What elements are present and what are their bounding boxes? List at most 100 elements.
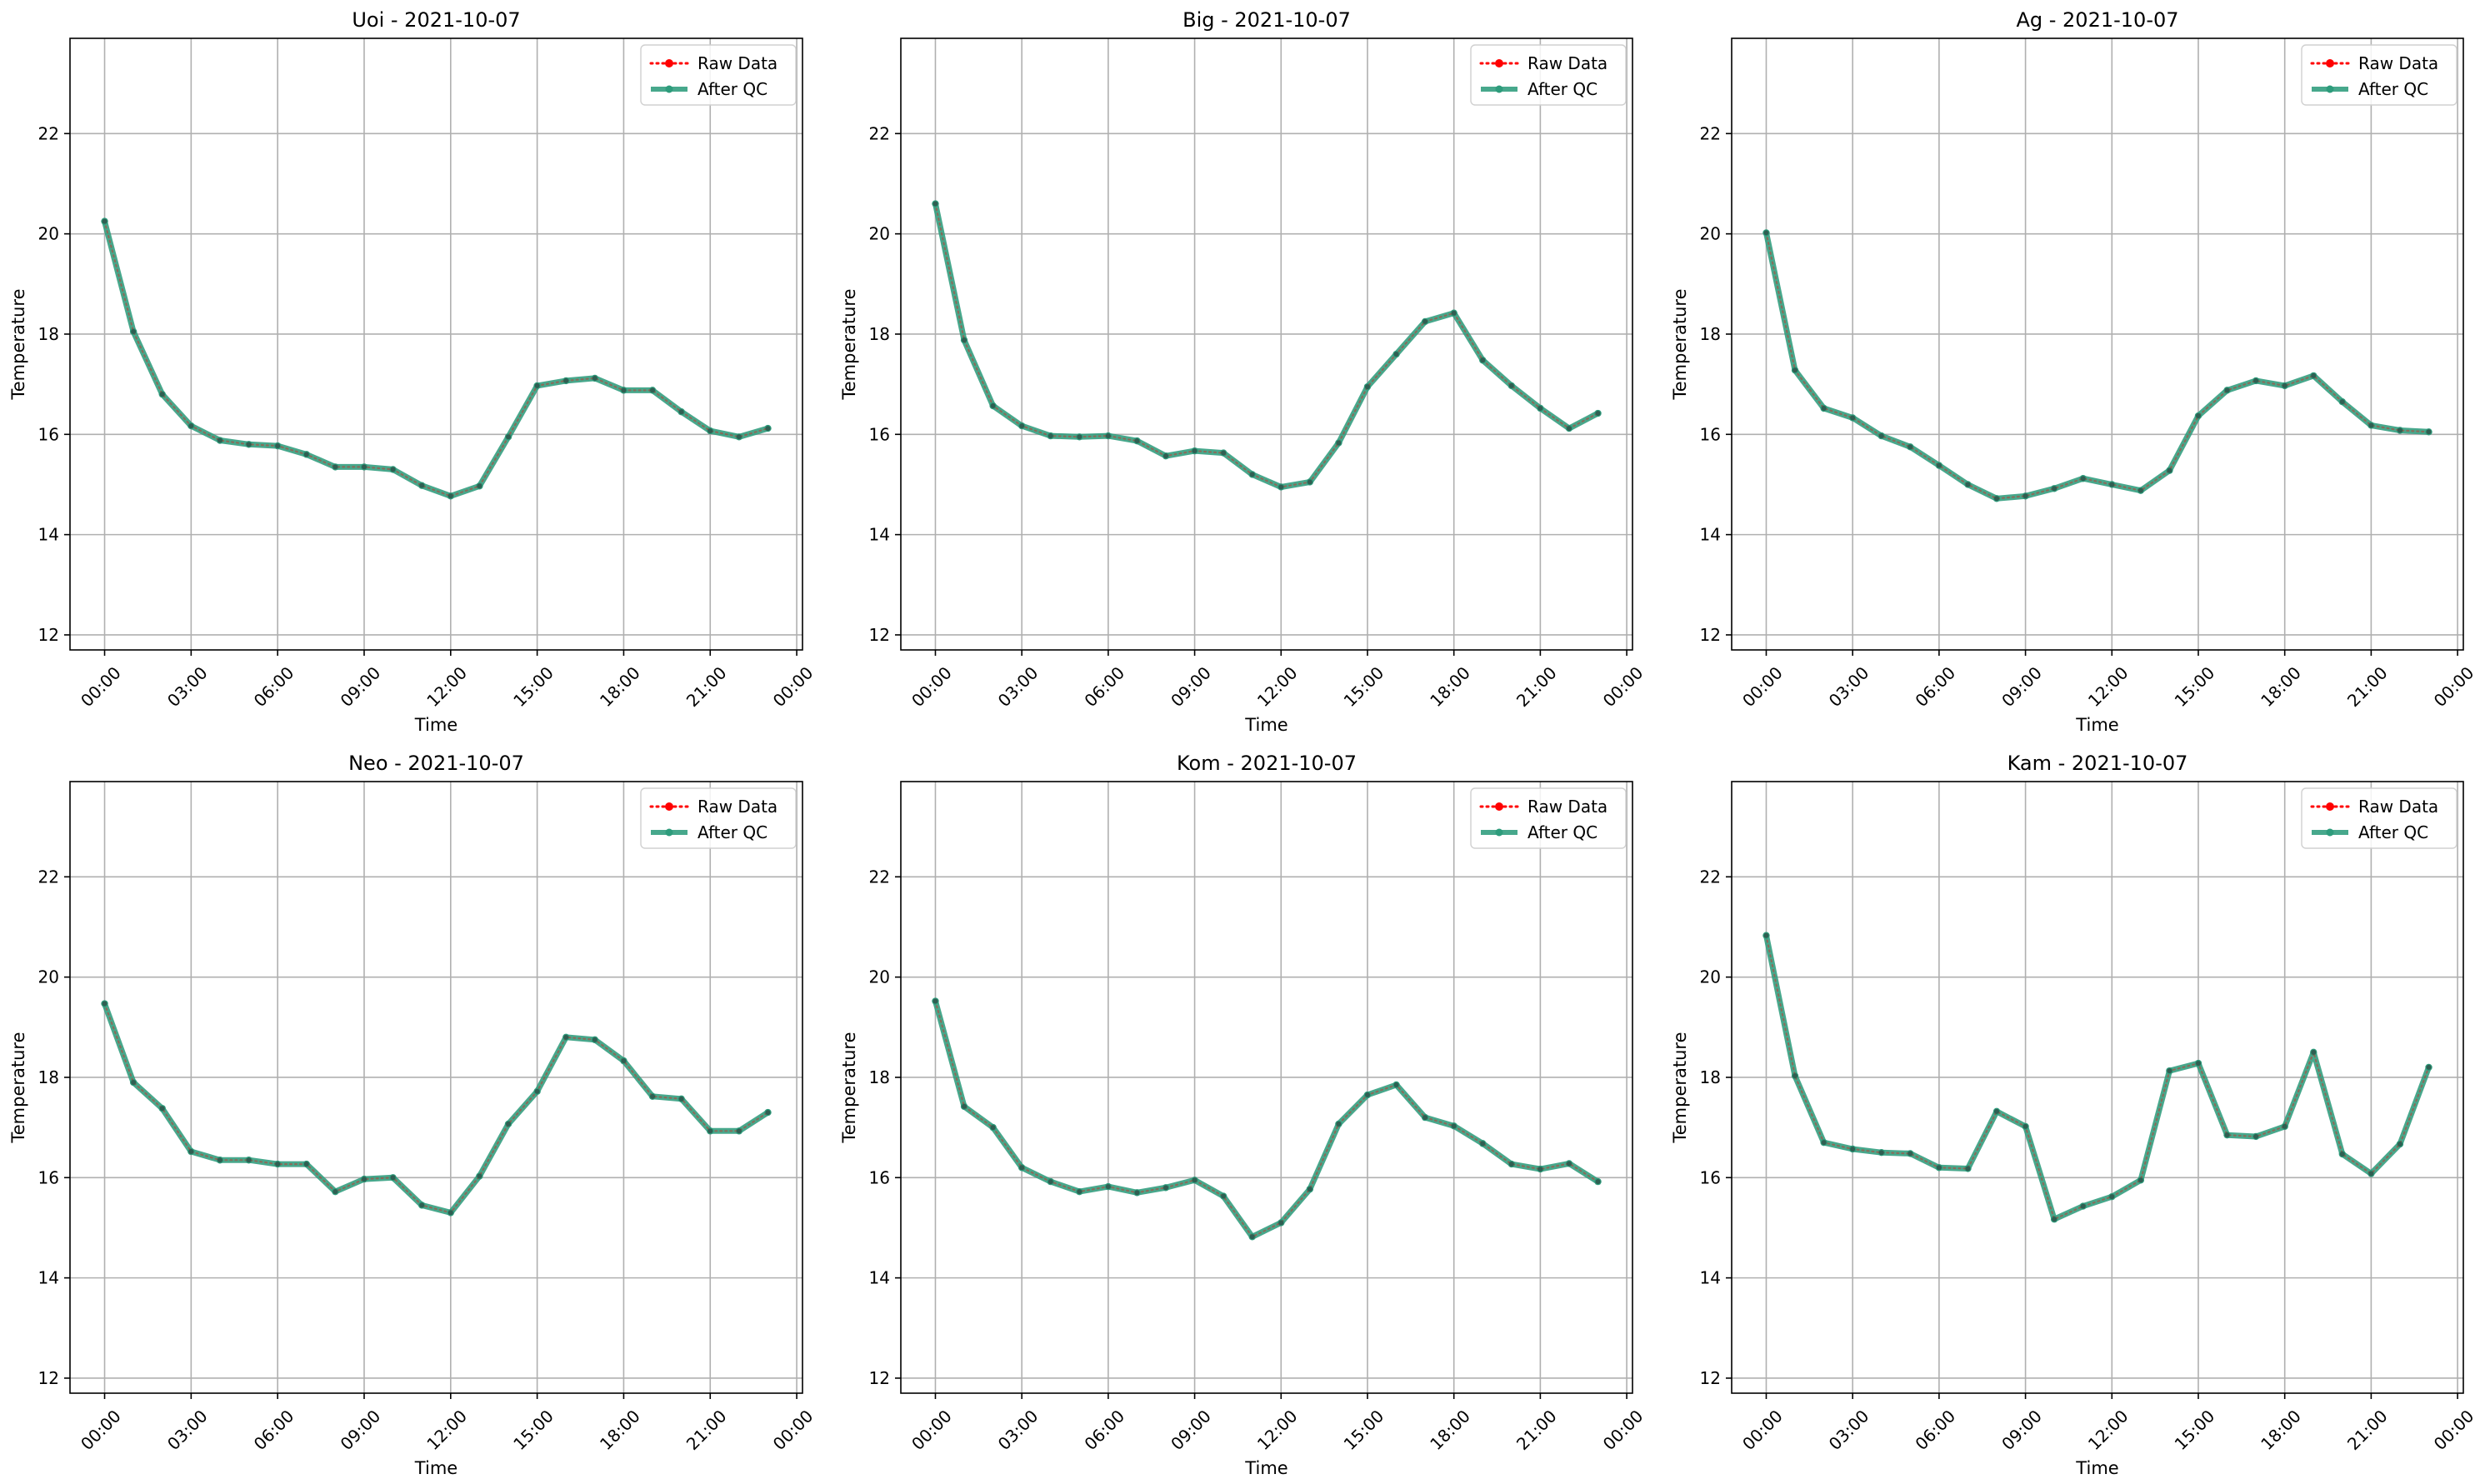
- data-point-raw-data: [477, 1173, 482, 1179]
- data-point-raw-data: [506, 434, 512, 440]
- series-line-after-qc: [102, 218, 771, 499]
- series-line-raw-data: [934, 202, 1599, 488]
- data-point-raw-data: [390, 1175, 396, 1181]
- y-axis-label: Temperature: [839, 288, 859, 400]
- data-point-raw-data: [2397, 1141, 2402, 1147]
- data-point-raw-data: [332, 1189, 338, 1195]
- data-point-raw-data: [2426, 429, 2432, 435]
- data-point-raw-data: [506, 1121, 512, 1127]
- x-tick-label: 09:00: [1167, 1406, 1215, 1454]
- x-tick-label: 21:00: [2343, 662, 2392, 711]
- legend-label-raw-data: Raw Data: [1528, 797, 1608, 817]
- x-tick-label: 09:00: [337, 662, 385, 711]
- data-point-raw-data: [1480, 357, 1486, 363]
- x-axis-label: Time: [414, 1458, 458, 1478]
- data-point-raw-data: [1221, 1193, 1227, 1199]
- data-point-raw-data: [217, 437, 222, 443]
- y-tick-label: 18: [38, 1067, 59, 1087]
- x-tick-label: 00:00: [1599, 1406, 1648, 1454]
- x-tick-label: 03:00: [163, 662, 212, 711]
- x-tick-label: 09:00: [337, 1406, 385, 1454]
- y-tick-label: 12: [1700, 625, 1721, 645]
- data-point-raw-data: [419, 1202, 425, 1208]
- data-point-raw-data: [932, 201, 938, 207]
- chart-title: Kom - 2021-10-07: [1177, 752, 1357, 775]
- x-axis-label: Time: [2075, 1458, 2118, 1478]
- y-tick-label: 16: [869, 424, 890, 444]
- data-point-raw-data: [2224, 387, 2230, 393]
- grid: [901, 38, 1632, 650]
- x-axis: 00:00 03:00 06:00 09:00 12:00 15:00 18:00 21:00…: [908, 1393, 1647, 1454]
- data-point-raw-data: [650, 387, 656, 393]
- y-tick-label: 18: [869, 1067, 890, 1087]
- x-tick-label: 00:00: [2430, 1406, 2478, 1454]
- data-point-raw-data: [1192, 1177, 1198, 1183]
- data-point-raw-data: [1163, 1185, 1169, 1191]
- data-point-raw-data: [990, 403, 996, 409]
- x-tick-label: 18:00: [596, 662, 644, 711]
- data-point-raw-data: [678, 1096, 684, 1102]
- series-line-after-qc: [102, 1001, 771, 1216]
- data-point-raw-data: [188, 423, 194, 429]
- data-point-raw-data: [2052, 1217, 2058, 1222]
- y-tick-label: 20: [869, 967, 890, 987]
- data-point-raw-data: [1192, 448, 1198, 454]
- y-tick-label: 16: [38, 424, 59, 444]
- x-tick-label: 00:00: [769, 1406, 818, 1454]
- data-point-raw-data: [159, 392, 165, 397]
- data-point-raw-data: [2282, 1123, 2288, 1129]
- legend-label-after-qc: After QC: [1528, 79, 1598, 99]
- y-tick-label: 12: [38, 625, 59, 645]
- x-tick-label: 15:00: [1340, 662, 1388, 711]
- axes-frame: [69, 781, 803, 1394]
- data-point-raw-data: [1077, 1189, 1082, 1195]
- data-point-raw-data: [1307, 479, 1312, 485]
- chart-panel: 12 14 16 18 20 22 00:00 03:00 06:00 09:00 12:00 15:…: [1670, 752, 2478, 1478]
- data-point-raw-data: [2138, 487, 2143, 493]
- axes-frame: [900, 37, 1633, 651]
- y-axis: 12 14 16 18 20 22: [1700, 867, 1732, 1388]
- data-point-raw-data: [217, 1157, 222, 1163]
- data-point-raw-data: [1763, 230, 1769, 236]
- data-point-raw-data: [1048, 433, 1053, 439]
- legend-marker-raw-data: [1495, 802, 1503, 811]
- data-point-raw-data: [1821, 406, 1827, 412]
- data-point-raw-data: [1566, 426, 1572, 432]
- data-point-raw-data: [1480, 1141, 1486, 1147]
- axes-frame: [1731, 781, 2464, 1394]
- x-tick-label: 00:00: [908, 1406, 956, 1454]
- data-point-raw-data: [448, 1210, 453, 1216]
- x-tick-label: 21:00: [2343, 1406, 2392, 1454]
- data-point-raw-data: [1278, 484, 1284, 490]
- legend: Raw Data After QC: [640, 787, 797, 849]
- y-tick-label: 14: [38, 525, 59, 545]
- data-point-raw-data: [1821, 1140, 1827, 1146]
- data-point-raw-data: [1878, 1150, 1884, 1156]
- data-point-raw-data: [2311, 1049, 2317, 1055]
- data-point-raw-data: [1336, 440, 1342, 446]
- y-axis: 12 14 16 18 20 22: [869, 867, 901, 1388]
- data-point-raw-data: [1077, 434, 1082, 440]
- legend: Raw Data After QC: [640, 44, 797, 106]
- chart-title: Ag - 2021-10-07: [2016, 8, 2178, 32]
- x-tick-label: 12:00: [1253, 662, 1302, 711]
- legend: Raw Data After QC: [2301, 44, 2458, 106]
- y-axis-label: Temperature: [8, 1032, 28, 1143]
- chart-title: Neo - 2021-10-07: [348, 752, 524, 775]
- data-point-raw-data: [2138, 1177, 2143, 1183]
- legend-label-after-qc: After QC: [1528, 822, 1598, 842]
- data-point-raw-data: [1994, 1108, 2000, 1114]
- data-point-raw-data: [477, 483, 482, 489]
- y-tick-label: 12: [869, 1368, 890, 1388]
- grid: [1732, 782, 2463, 1393]
- x-axis: 00:00 03:00 06:00 09:00 12:00 15:00 18:00 21:00…: [908, 650, 1647, 711]
- data-point-raw-data: [2080, 476, 2086, 482]
- y-tick-label: 22: [1700, 867, 1721, 887]
- x-tick-label: 03:00: [1825, 662, 1873, 711]
- series-line-raw-data: [103, 220, 769, 497]
- x-axis: 00:00 03:00 06:00 09:00 12:00 15:00 18:00 21:00…: [77, 1393, 817, 1454]
- data-point-raw-data: [962, 1103, 968, 1109]
- data-point-raw-data: [1763, 932, 1769, 938]
- legend-label-after-qc: After QC: [698, 822, 768, 842]
- x-tick-label: 00:00: [1599, 662, 1648, 711]
